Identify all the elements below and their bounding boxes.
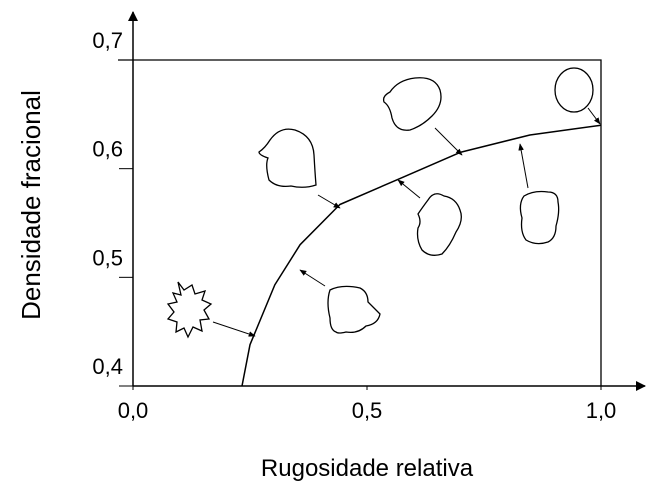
y-tick-label: 0,4 (92, 354, 123, 379)
curve (241, 124, 602, 387)
x-axis-label: Rugosidade relativa (261, 455, 474, 482)
x-tick-label: 0,0 (118, 398, 149, 423)
y-axis-label: Densidade fracional (16, 90, 46, 320)
frame (118, 59, 602, 386)
y-tick-label: 0,7 (92, 28, 123, 53)
y-tick-label: 0,6 (92, 137, 123, 162)
particles (166, 67, 601, 339)
x-tick-label: 0,5 (352, 398, 383, 423)
y-tick-label: 0,5 (92, 245, 123, 270)
x-tick-label: 1,0 (586, 398, 617, 423)
